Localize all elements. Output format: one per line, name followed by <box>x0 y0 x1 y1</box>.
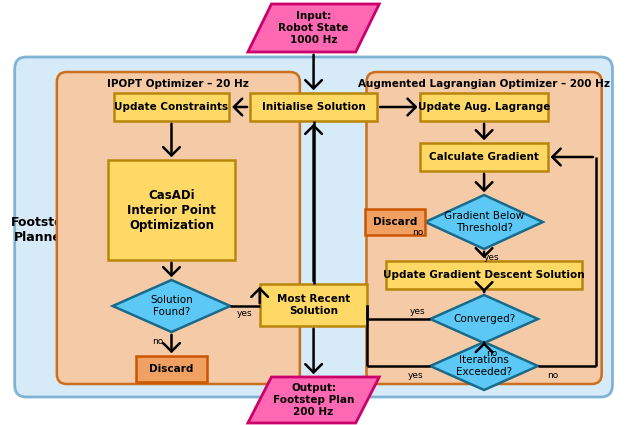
FancyBboxPatch shape <box>420 143 548 171</box>
FancyBboxPatch shape <box>15 57 612 397</box>
FancyBboxPatch shape <box>367 72 602 384</box>
Polygon shape <box>430 295 538 343</box>
Text: no: no <box>486 348 497 357</box>
FancyBboxPatch shape <box>108 160 235 260</box>
FancyBboxPatch shape <box>57 72 300 384</box>
Text: Solution
Found?: Solution Found? <box>150 295 193 317</box>
FancyBboxPatch shape <box>386 261 582 289</box>
FancyBboxPatch shape <box>250 93 377 121</box>
Text: no: no <box>152 337 163 346</box>
Text: no: no <box>547 371 558 380</box>
Text: CasADi
Interior Point
Optimization: CasADi Interior Point Optimization <box>127 189 216 232</box>
Text: IPOPT Optimizer – 20 Hz: IPOPT Optimizer – 20 Hz <box>108 79 250 89</box>
Text: yes: yes <box>408 371 423 380</box>
Text: Augmented Lagrangian Optimizer – 200 Hz: Augmented Lagrangian Optimizer – 200 Hz <box>358 79 610 89</box>
Polygon shape <box>113 280 230 332</box>
Text: yes: yes <box>410 306 425 315</box>
Polygon shape <box>430 342 538 390</box>
Text: Footstep
Planner: Footstep Planner <box>10 216 72 244</box>
FancyBboxPatch shape <box>260 284 367 326</box>
FancyBboxPatch shape <box>114 93 229 121</box>
Text: yes: yes <box>484 253 500 263</box>
Text: Most Recent
Solution: Most Recent Solution <box>277 294 350 316</box>
Text: no: no <box>412 227 423 236</box>
Text: Calculate Gradient: Calculate Gradient <box>429 152 539 162</box>
Text: Initialise Solution: Initialise Solution <box>262 102 365 112</box>
Polygon shape <box>426 195 543 249</box>
Polygon shape <box>248 377 380 423</box>
FancyBboxPatch shape <box>420 93 548 121</box>
Text: yes: yes <box>237 309 253 318</box>
Text: Update Aug. Lagrange: Update Aug. Lagrange <box>418 102 550 112</box>
Text: Update Gradient Descent Solution: Update Gradient Descent Solution <box>383 270 585 280</box>
Text: Iterations
Exceeded?: Iterations Exceeded? <box>456 355 512 377</box>
Text: Update Constraints: Update Constraints <box>115 102 228 112</box>
FancyBboxPatch shape <box>365 209 426 235</box>
Text: Output:
Footstep Plan
200 Hz: Output: Footstep Plan 200 Hz <box>273 383 355 416</box>
Text: Gradient Below
Threshold?: Gradient Below Threshold? <box>444 211 524 233</box>
Polygon shape <box>248 4 380 52</box>
FancyBboxPatch shape <box>136 356 207 382</box>
Text: Converged?: Converged? <box>453 314 515 324</box>
Text: Discard: Discard <box>372 217 417 227</box>
Text: Discard: Discard <box>149 364 194 374</box>
Text: Input:
Robot State
1000 Hz: Input: Robot State 1000 Hz <box>278 11 349 45</box>
